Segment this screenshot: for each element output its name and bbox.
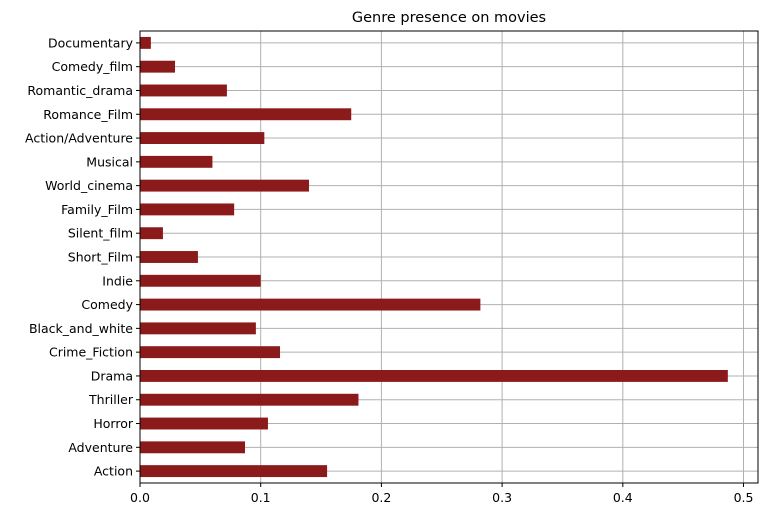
- y-tick-label: Comedy: [81, 297, 133, 312]
- bar-comedy: [140, 298, 481, 311]
- bar-world-cinema: [140, 179, 309, 192]
- y-tick-label: Action/Adventure: [25, 131, 133, 146]
- y-tick-label: Silent_film: [68, 226, 133, 241]
- y-tick-labels: Action Adventure Horror Thriller Drama Crime_…: [25, 35, 134, 478]
- bar-silent-film: [140, 227, 163, 240]
- bar-thriller: [140, 393, 359, 406]
- bar-black-and-white: [140, 322, 256, 335]
- x-tick-label: 0.4: [613, 490, 633, 505]
- bar-action: [140, 465, 328, 478]
- bar-short-film: [140, 251, 198, 263]
- axes: [136, 30, 759, 487]
- y-tick-label: Short_Film: [68, 250, 133, 265]
- y-tick-label: Comedy_film: [52, 59, 133, 74]
- bar-horror: [140, 417, 268, 430]
- grid-lines: [139, 31, 758, 483]
- y-tick-label: Family_Film: [61, 202, 133, 217]
- bar-comedy-film: [140, 60, 176, 73]
- y-tick-label: Crime_Fiction: [49, 345, 133, 360]
- bar-romance-film: [140, 108, 352, 121]
- bar-indie: [140, 274, 261, 287]
- y-tick-label: Thriller: [88, 392, 134, 407]
- x-tick-label: 0.2: [371, 490, 391, 505]
- bar-musical: [140, 155, 213, 168]
- bar-action-adventure: [140, 132, 265, 144]
- bars: [140, 36, 728, 478]
- x-tick-label: 0.5: [734, 490, 754, 505]
- y-tick-label: Romance_Film: [43, 107, 133, 122]
- y-tick-label: Musical: [86, 154, 133, 169]
- y-tick-label: Adventure: [68, 440, 133, 455]
- x-tick-labels: 0.0 0.1 0.2 0.3 0.4 0.5: [130, 490, 753, 505]
- bar-drama: [140, 370, 728, 382]
- y-tick-label: Black_and_white: [29, 321, 133, 336]
- y-tick-label: Horror: [93, 416, 133, 431]
- bar-crime-fiction: [140, 346, 281, 359]
- y-tick-label: Indie: [102, 273, 133, 288]
- x-tick-label: 0.1: [251, 490, 271, 505]
- y-tick-label: Documentary: [48, 35, 134, 50]
- bar-documentary: [140, 36, 151, 49]
- bar-romantic-drama: [140, 84, 227, 97]
- y-tick-label: Romantic_drama: [27, 83, 133, 98]
- x-tick-label: 0.3: [492, 490, 512, 505]
- y-tick-label: World_cinema: [45, 178, 133, 193]
- bar-family-film: [140, 203, 235, 216]
- x-tick-label: 0.0: [130, 490, 150, 505]
- chart-title: Genre presence on movies: [352, 10, 546, 26]
- y-tick-label: Drama: [91, 368, 133, 383]
- y-tick-label: Action: [94, 464, 133, 479]
- bar-adventure: [140, 441, 246, 454]
